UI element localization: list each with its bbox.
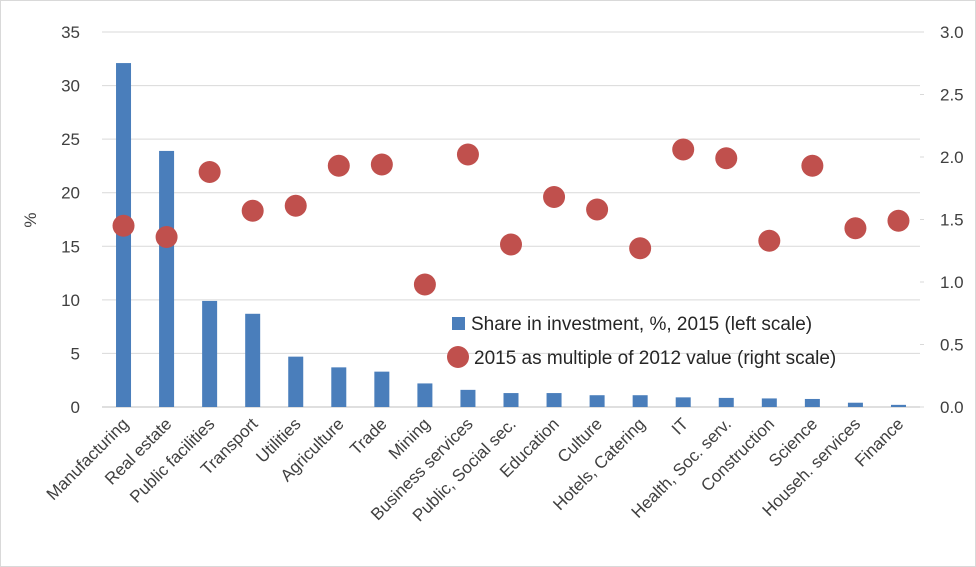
dot [758, 229, 781, 252]
y-tick-label: 10 [61, 291, 80, 310]
y2-tick-label: 0.5 [940, 336, 964, 355]
bar [761, 398, 777, 407]
dot [500, 233, 522, 256]
y-tick-label: 0 [71, 398, 80, 417]
dot [629, 237, 652, 260]
dot [672, 138, 695, 161]
y-tick-label: 30 [61, 77, 80, 96]
dot [198, 161, 221, 183]
bar [202, 300, 218, 407]
bar [245, 313, 261, 407]
legend-swatch [447, 346, 469, 368]
dot [241, 199, 264, 222]
y2-tick-label: 0.0 [940, 398, 964, 417]
dot [586, 198, 609, 221]
y2-tick-label: 3.0 [940, 23, 964, 42]
y-tick-label: 25 [61, 130, 80, 149]
dot [715, 147, 738, 170]
bar [374, 371, 390, 407]
dot [112, 214, 135, 237]
bar [288, 356, 304, 407]
dot [844, 217, 867, 240]
dot [456, 143, 479, 166]
dot [155, 226, 178, 248]
dot [543, 186, 566, 208]
dot [887, 209, 910, 232]
legend-swatch [452, 317, 465, 330]
legend-label: 2015 as multiple of 2012 value (right sc… [474, 348, 836, 369]
bar [804, 398, 820, 407]
y2-tick-label: 2.5 [940, 86, 964, 105]
bar [159, 150, 175, 407]
dot [413, 273, 436, 296]
y2-tick-label: 2.0 [940, 148, 964, 167]
dot [284, 194, 307, 217]
y-axis-label: % [21, 212, 40, 227]
bar [675, 397, 691, 407]
y-tick-label: 20 [61, 184, 80, 203]
dot [370, 153, 393, 176]
bar [718, 397, 734, 407]
bar [331, 367, 347, 407]
bar [890, 404, 906, 407]
y-tick-label: 5 [71, 344, 80, 363]
y2-tick-label: 1.0 [940, 273, 964, 292]
dot [327, 154, 350, 177]
bar [417, 383, 433, 407]
bar [589, 395, 605, 407]
y-tick-label: 15 [61, 237, 80, 256]
bar [632, 395, 648, 407]
bar [503, 393, 519, 407]
bar [847, 402, 863, 407]
dot [801, 154, 824, 177]
bar [546, 393, 562, 407]
y-tick-label: 35 [61, 23, 80, 42]
legend-label: Share in investment, %, 2015 (left scale… [471, 314, 812, 335]
y2-tick-label: 1.5 [940, 211, 964, 230]
bar [460, 389, 476, 407]
